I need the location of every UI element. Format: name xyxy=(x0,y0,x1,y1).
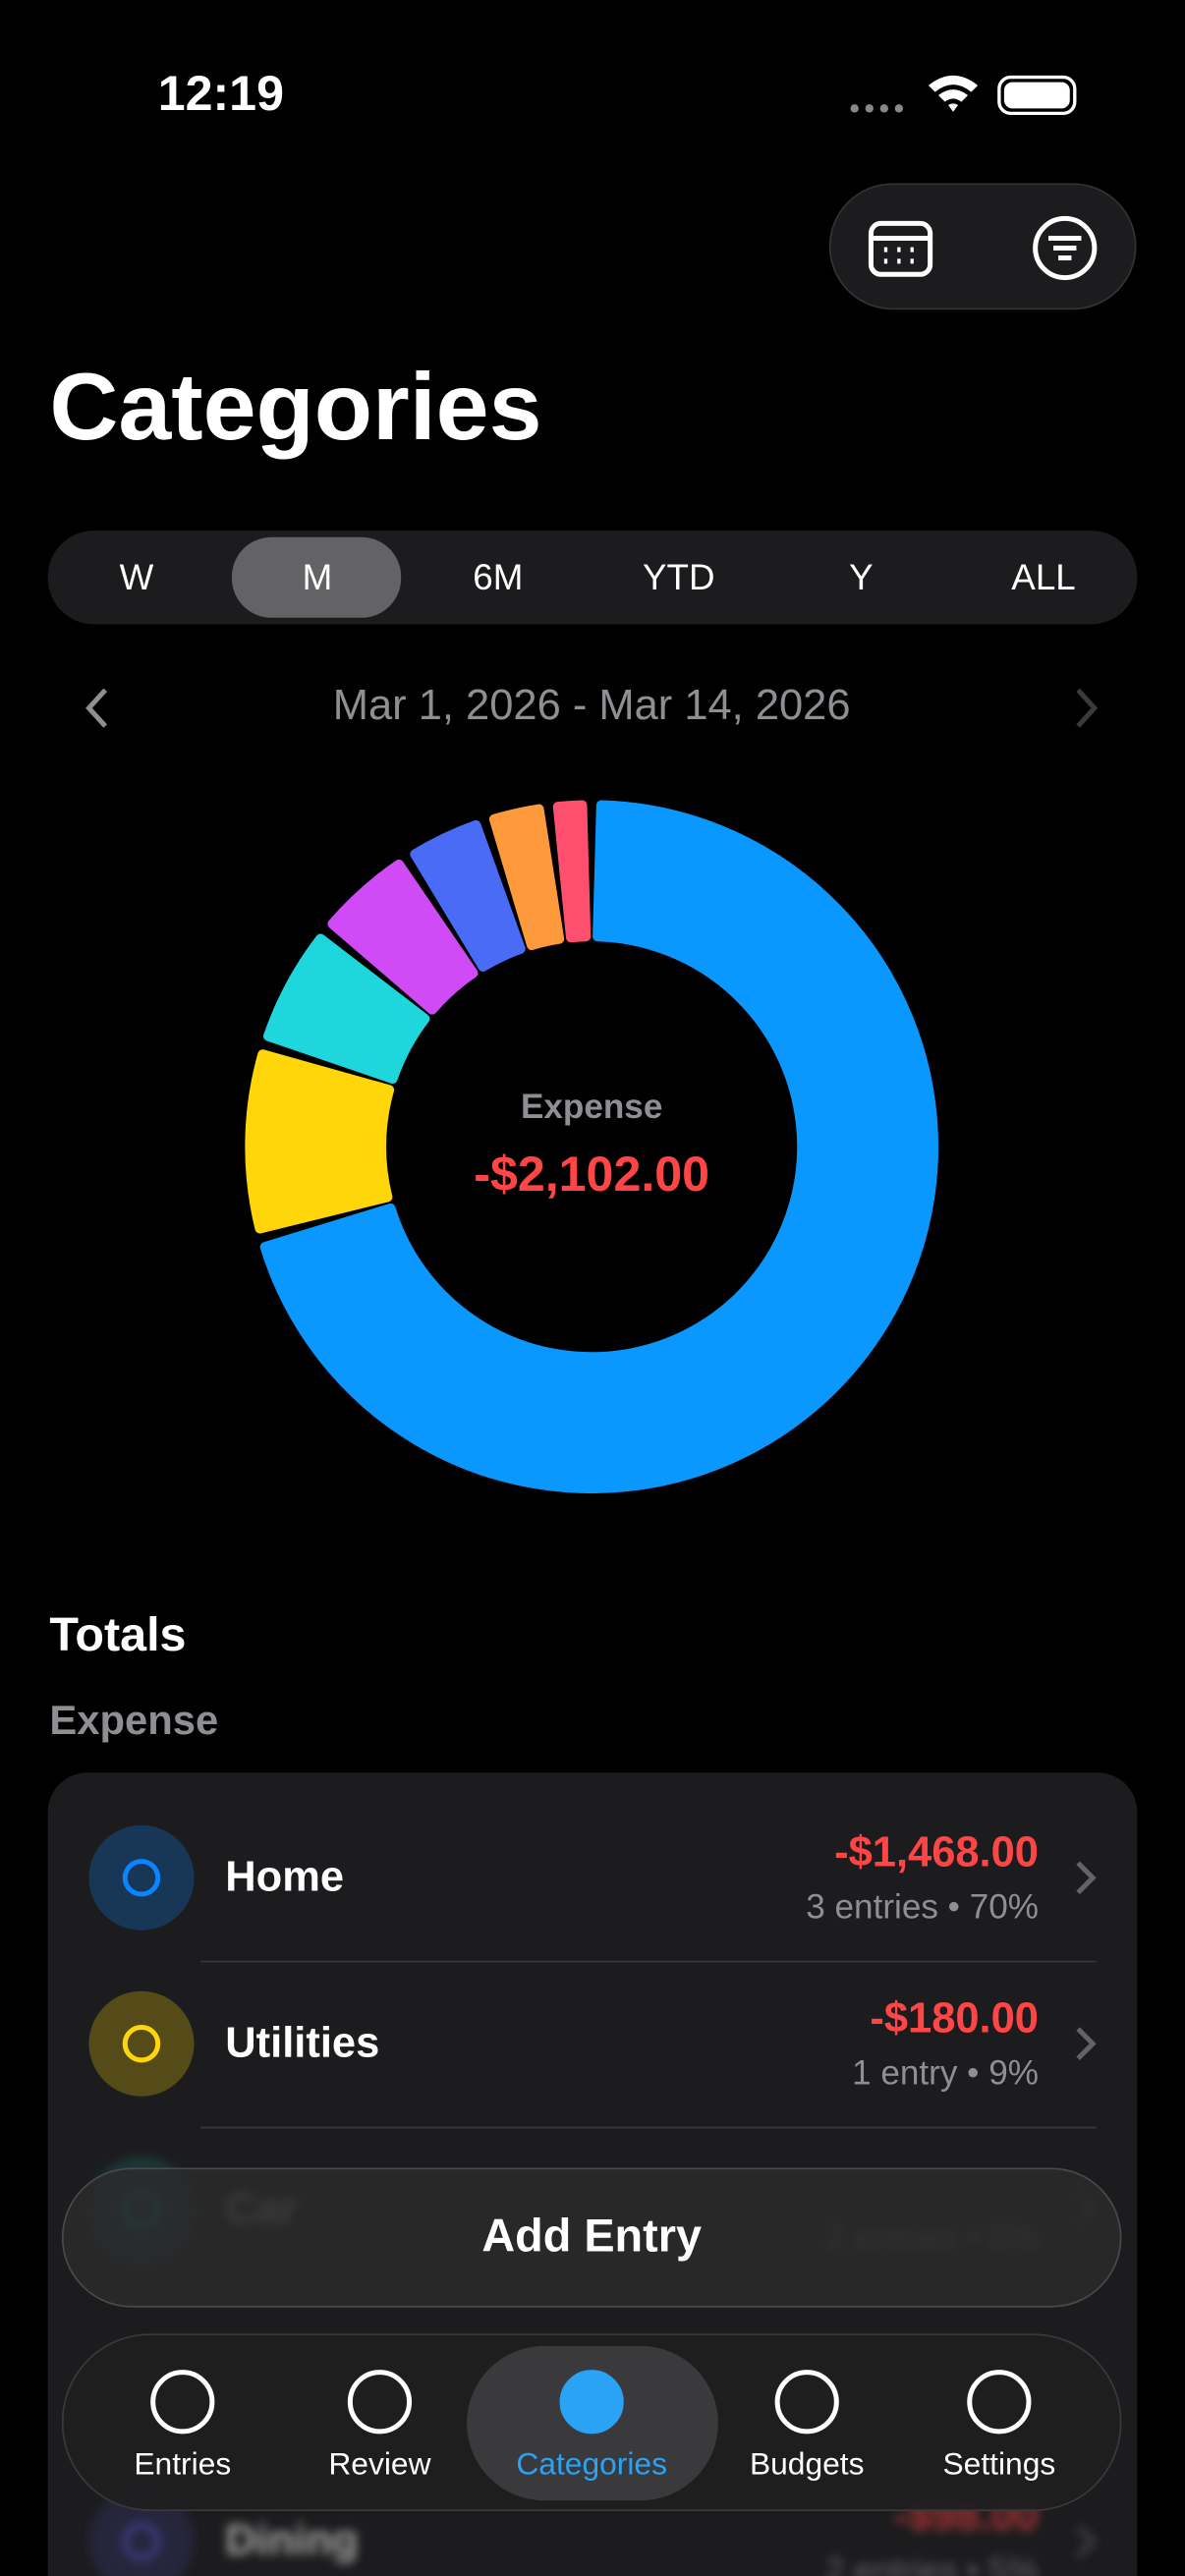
tab-icon xyxy=(347,2370,413,2435)
tab-label[interactable]: Entries xyxy=(134,2445,231,2481)
calendar-button[interactable] xyxy=(868,220,933,277)
category-glyph xyxy=(122,2024,161,2063)
tab-label[interactable]: Settings xyxy=(942,2445,1055,2481)
row-chevron xyxy=(1076,1861,1097,1895)
toolbar-pill xyxy=(828,183,1137,310)
period-option[interactable]: W xyxy=(120,557,154,597)
row-chevron xyxy=(1076,2525,1097,2558)
donut-segment xyxy=(410,819,526,972)
category-detail: 1 entry • 9% xyxy=(852,2053,1039,2092)
category-name[interactable]: Dining xyxy=(225,2517,358,2564)
tab-label[interactable]: Categories xyxy=(516,2445,667,2481)
category-icon xyxy=(88,1824,195,1931)
donut-segment xyxy=(245,1049,395,1234)
row-chevron xyxy=(1076,2027,1097,2061)
donut-segment xyxy=(327,859,479,1015)
period-option[interactable]: ALL xyxy=(1011,557,1075,597)
tab-icon xyxy=(774,2370,839,2435)
tab-label[interactable]: Budgets xyxy=(750,2445,865,2481)
add-entry-label[interactable]: Add Entry xyxy=(481,2211,702,2262)
section-title: Totals xyxy=(49,1608,186,1661)
next-period[interactable] xyxy=(1076,688,1099,728)
tab-icon xyxy=(150,2370,215,2435)
period-control xyxy=(47,531,1138,625)
donut-segment xyxy=(488,804,565,951)
category-amount: -$180.00 xyxy=(870,1994,1039,2042)
section-subtitle: Expense xyxy=(49,1697,218,1743)
status-time: 12:19 xyxy=(158,66,284,121)
category-glyph xyxy=(122,1859,161,1897)
category-detail: 3 entries • 70% xyxy=(806,1887,1039,1926)
category-glyph xyxy=(122,2522,161,2561)
category-name[interactable]: Home xyxy=(225,1853,344,1900)
status-icons xyxy=(850,75,1077,116)
add-entry-button[interactable] xyxy=(61,2167,1122,2308)
period-option[interactable]: YTD xyxy=(643,557,715,597)
donut-segment xyxy=(263,933,430,1084)
donut-label: Expense xyxy=(521,1088,662,1126)
date-range: Mar 1, 2026 - Mar 14, 2026 xyxy=(333,682,851,729)
donut-segment xyxy=(552,800,592,943)
category-name[interactable]: Utilities xyxy=(225,2019,379,2066)
donut-segment xyxy=(259,800,938,1493)
period-option[interactable]: Y xyxy=(849,557,874,597)
period-selected xyxy=(231,536,402,618)
category-amount: -$1,468.00 xyxy=(834,1828,1039,1876)
period-option[interactable]: 6M xyxy=(473,557,523,597)
tab-icon xyxy=(967,2370,1032,2435)
donut-total: -$2,102.00 xyxy=(474,1147,709,1202)
category-icon xyxy=(88,1990,195,2097)
prev-period[interactable] xyxy=(85,688,108,728)
tab-label[interactable]: Review xyxy=(328,2445,431,2481)
period-option[interactable]: M xyxy=(303,557,333,597)
tab-icon xyxy=(559,2370,624,2435)
filter-button[interactable] xyxy=(1033,215,1098,281)
category-detail: 2 entries • 5% xyxy=(825,2551,1039,2576)
page-title: Categories xyxy=(49,353,541,460)
